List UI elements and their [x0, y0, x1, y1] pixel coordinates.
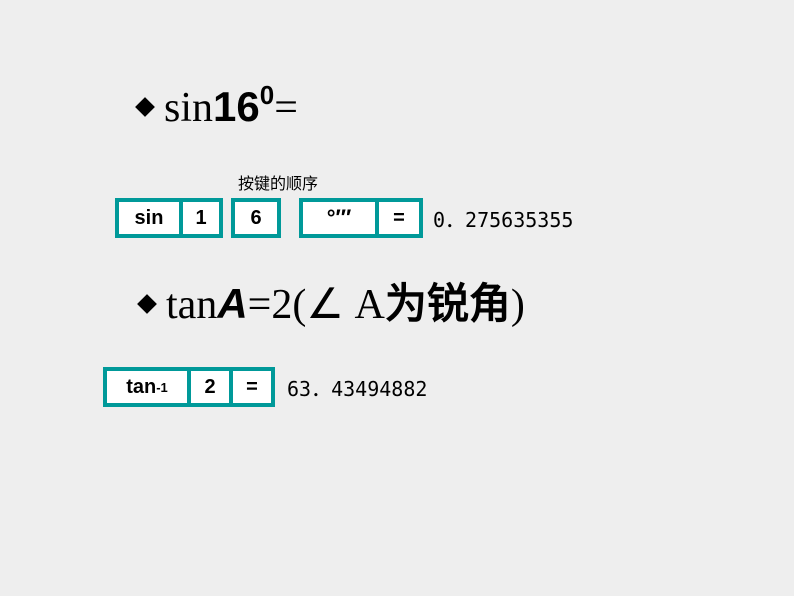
bullet-icon — [137, 294, 157, 314]
acute-angle-text: 为锐角 — [385, 280, 511, 327]
tan-base: tan — [126, 376, 156, 399]
equals-sign: = — [274, 85, 298, 131]
tan-text: tan — [166, 282, 217, 328]
equation-tanA: tanA=2(∠ A为锐角) — [140, 270, 525, 331]
key-6: 6 — [231, 198, 281, 238]
open-paren: ( — [292, 282, 306, 328]
key-2: 2 — [187, 367, 233, 407]
sin-value: 16 — [213, 83, 260, 130]
key-equals-2: = — [229, 367, 275, 407]
key-row-2: tan-1 2 = 63．43494882 — [103, 367, 427, 407]
sin-degree-sup: 0 — [260, 80, 274, 110]
key-1: 1 — [179, 198, 223, 238]
equals-sign-2: = — [248, 282, 272, 328]
result-2: 63．43494882 — [287, 373, 427, 402]
A-variable: A — [217, 280, 247, 327]
sin-text: sin — [164, 85, 213, 131]
tan-sup: -1 — [156, 380, 168, 395]
A-letter: A — [355, 282, 385, 328]
space — [344, 282, 355, 328]
bullet-icon — [135, 97, 155, 117]
key-order-label: 按键的顺序 — [238, 170, 318, 194]
key-dms: °′″ — [299, 198, 379, 238]
key-sin: sin — [115, 198, 183, 238]
close-paren: ) — [511, 282, 525, 328]
key-row-1: sin 1 6 °′″ = 0．275635355 — [115, 198, 573, 238]
result-1: 0．275635355 — [433, 204, 573, 233]
key-tan-inverse: tan-1 — [103, 367, 191, 407]
angle-symbol: ∠ — [306, 282, 344, 328]
equation-sin16: sin160= — [138, 82, 298, 132]
key-equals-1: = — [375, 198, 423, 238]
value-2: 2 — [271, 282, 292, 328]
